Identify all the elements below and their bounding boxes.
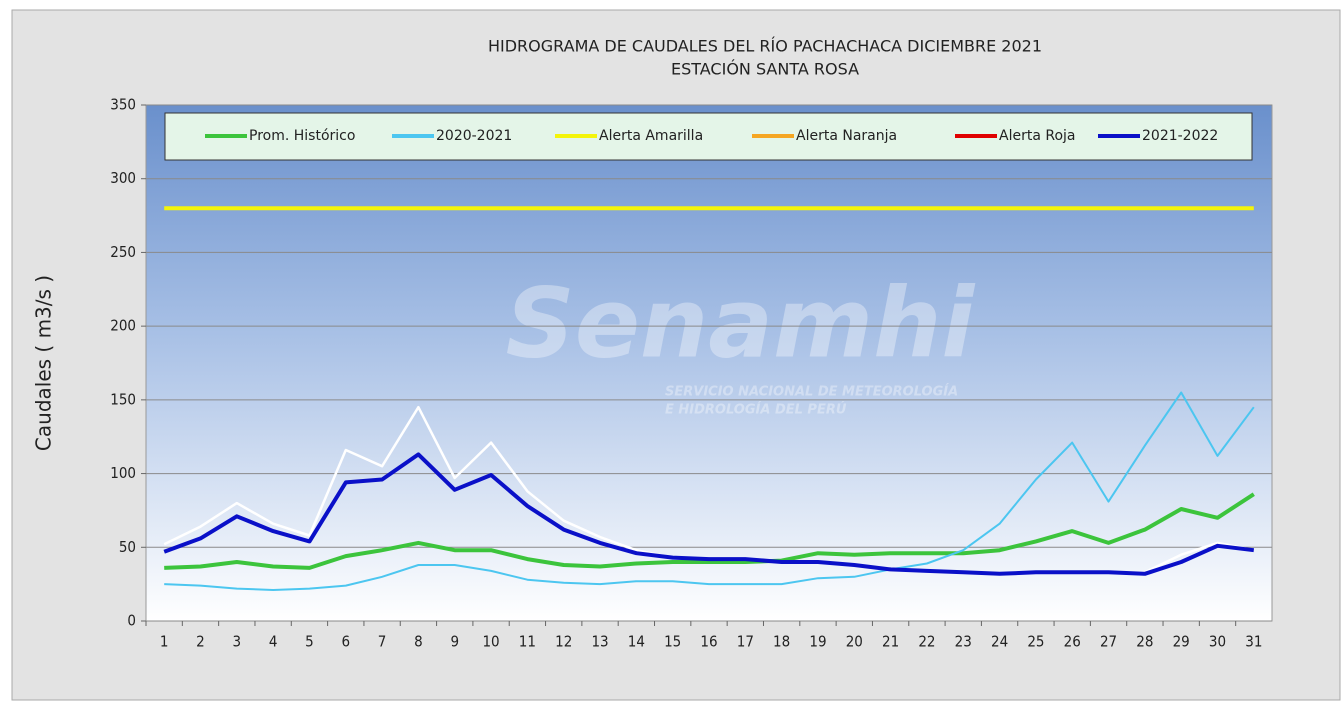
y-tick-label: 150 — [110, 390, 136, 408]
x-tick-label: 9 — [450, 633, 459, 651]
x-tick-label: 14 — [628, 633, 645, 651]
x-tick-label: 12 — [555, 633, 572, 651]
watermark: Senamhi SERVICIO NACIONAL DE METEOROLOGÍ… — [506, 267, 976, 417]
x-tick-label: 28 — [1136, 633, 1153, 651]
x-tick-label: 1 — [160, 633, 169, 651]
y-tick-label: 250 — [110, 243, 136, 261]
x-tick-label: 20 — [846, 633, 863, 651]
legend-label: Alerta Roja — [999, 128, 1076, 144]
x-tick-label: 5 — [305, 633, 314, 651]
x-tick-label: 7 — [378, 633, 387, 651]
y-tick-label: 350 — [110, 96, 136, 114]
legend-label: 2020-2021 — [436, 128, 512, 144]
watermark-text: SERVICIO NACIONAL DE METEOROLOGÍA — [665, 384, 958, 400]
y-tick-label: 100 — [110, 464, 136, 482]
legend-label: 2021-2022 — [1142, 128, 1218, 144]
legend-label: Prom. Histórico — [249, 128, 355, 144]
chart-title: HIDROGRAMA DE CAUDALES DEL RÍO PACHACHAC… — [488, 37, 1042, 56]
watermark-text: Senamhi — [506, 267, 976, 379]
x-tick-label: 10 — [482, 633, 499, 651]
x-tick-label: 25 — [1027, 633, 1044, 651]
series-line — [163, 452, 1255, 576]
x-tick-label: 15 — [664, 633, 681, 651]
legend-items: Prom. Histórico 2020-2021 Alerta Amarilla A… — [205, 128, 1218, 144]
x-tick-label: 31 — [1245, 633, 1262, 651]
x-tick-label: 3 — [233, 633, 242, 651]
x-tick-label: 30 — [1209, 633, 1226, 651]
lines — [163, 206, 1255, 591]
x-tick-label: 6 — [341, 633, 350, 651]
x-tick-label: 22 — [918, 633, 935, 651]
legend-label: Alerta Amarilla — [599, 128, 703, 144]
y-axis-label: Caudales ( m3/s ) — [32, 275, 56, 451]
x-tick-label: 23 — [955, 633, 972, 651]
x-tick-label: 19 — [809, 633, 826, 651]
x-tick-label: 17 — [737, 633, 754, 651]
legend — [164, 112, 1253, 161]
x-tick-label: 29 — [1173, 633, 1190, 651]
x-tick-label: 21 — [882, 633, 899, 651]
chart-subtitle: ESTACIÓN SANTA ROSA — [671, 60, 859, 79]
y-tick-label: 200 — [110, 317, 136, 335]
x-tick-label: 24 — [991, 633, 1008, 651]
y-tick-label: 0 — [127, 612, 136, 630]
watermark-text: E HIDROLOGÍA DEL PERÚ — [665, 402, 847, 418]
x-tick-label: 11 — [519, 633, 536, 651]
x-tick-label: 26 — [1064, 633, 1081, 651]
x-tick-label: 4 — [269, 633, 278, 651]
y-tick-label: 50 — [119, 538, 136, 556]
x-tick-label: 16 — [700, 633, 717, 651]
y-tick-label: 300 — [110, 169, 136, 187]
x-tick-label: 18 — [773, 633, 790, 651]
series-line — [164, 391, 1255, 591]
legend-label: Alerta Naranja — [796, 128, 897, 144]
x-tick-label: 13 — [591, 633, 608, 651]
x-tick-label: 27 — [1100, 633, 1117, 651]
x-tick-label: 2 — [196, 633, 205, 651]
series-line — [164, 492, 1255, 570]
x-tick-label: 8 — [414, 633, 423, 651]
